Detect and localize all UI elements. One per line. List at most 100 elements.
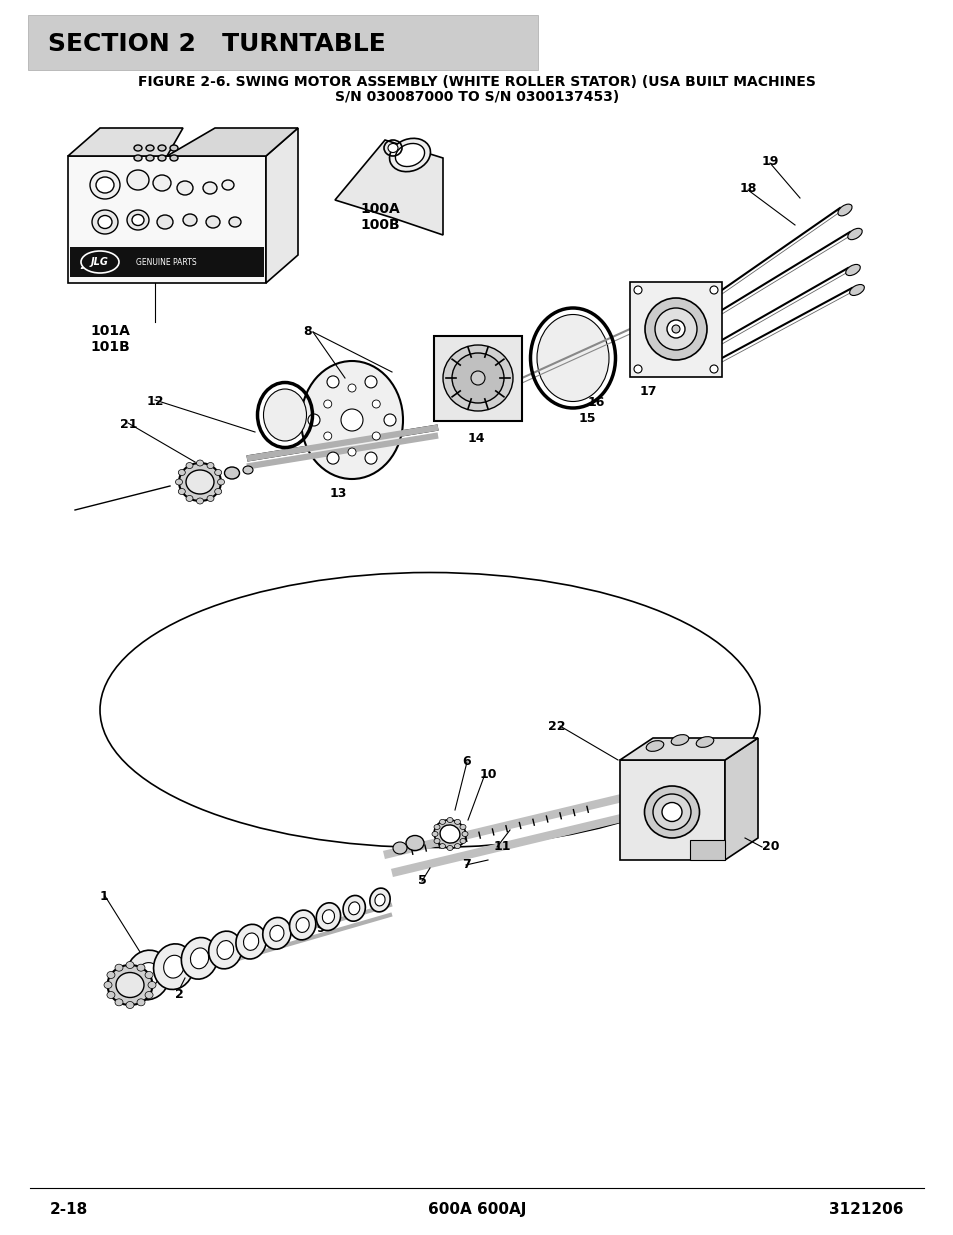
Text: 21: 21 — [120, 417, 137, 431]
Ellipse shape — [132, 215, 144, 226]
Ellipse shape — [372, 400, 380, 408]
Ellipse shape — [384, 414, 395, 426]
Ellipse shape — [447, 818, 453, 823]
Text: 12: 12 — [147, 395, 164, 408]
Text: FIGURE 2-6. SWING MOTOR ASSEMBLY (WHITE ROLLER STATOR) (USA BUILT MACHINES: FIGURE 2-6. SWING MOTOR ASSEMBLY (WHITE … — [138, 75, 815, 89]
Text: 6: 6 — [461, 755, 470, 768]
Ellipse shape — [263, 389, 306, 441]
Text: 19: 19 — [761, 156, 779, 168]
Ellipse shape — [348, 448, 355, 456]
Ellipse shape — [343, 895, 365, 921]
Ellipse shape — [452, 353, 503, 403]
Text: 18: 18 — [740, 182, 757, 195]
Ellipse shape — [126, 1002, 133, 1009]
Ellipse shape — [209, 931, 242, 968]
Ellipse shape — [471, 370, 484, 385]
Ellipse shape — [107, 972, 114, 978]
Bar — [619, 760, 724, 860]
Ellipse shape — [179, 463, 221, 501]
Ellipse shape — [327, 452, 338, 464]
Ellipse shape — [153, 944, 193, 989]
Ellipse shape — [145, 992, 152, 999]
Ellipse shape — [146, 156, 153, 161]
Ellipse shape — [671, 325, 679, 333]
Ellipse shape — [96, 177, 113, 193]
Ellipse shape — [158, 144, 166, 151]
Ellipse shape — [145, 972, 152, 978]
Ellipse shape — [655, 308, 697, 350]
Ellipse shape — [164, 955, 184, 978]
Ellipse shape — [137, 999, 145, 1005]
Ellipse shape — [100, 573, 760, 847]
Text: S/N 030087000 TO S/N 0300137453): S/N 030087000 TO S/N 0300137453) — [335, 90, 618, 104]
Ellipse shape — [372, 432, 380, 440]
Text: 9: 9 — [315, 923, 324, 935]
Ellipse shape — [207, 463, 213, 468]
Ellipse shape — [847, 228, 862, 240]
Ellipse shape — [116, 972, 144, 998]
Ellipse shape — [434, 820, 465, 848]
Ellipse shape — [178, 469, 185, 475]
Text: 8: 8 — [303, 325, 312, 338]
Text: 22: 22 — [547, 720, 565, 734]
Text: 20: 20 — [761, 840, 779, 853]
Ellipse shape — [365, 452, 376, 464]
Ellipse shape — [459, 839, 465, 844]
Text: JLG: JLG — [82, 254, 108, 269]
Ellipse shape — [270, 925, 284, 941]
Text: 17: 17 — [639, 385, 657, 398]
Polygon shape — [724, 739, 758, 860]
Ellipse shape — [191, 948, 209, 968]
Ellipse shape — [183, 214, 196, 226]
Ellipse shape — [81, 251, 119, 273]
Text: 11: 11 — [494, 840, 511, 853]
Ellipse shape — [115, 965, 123, 971]
Ellipse shape — [127, 210, 149, 230]
Polygon shape — [266, 128, 297, 283]
Ellipse shape — [406, 836, 423, 851]
Ellipse shape — [454, 819, 460, 825]
Ellipse shape — [91, 210, 118, 233]
Text: 7: 7 — [461, 858, 470, 871]
Ellipse shape — [644, 785, 699, 839]
Text: 2-18: 2-18 — [50, 1203, 89, 1218]
Ellipse shape — [439, 819, 445, 825]
Text: 3: 3 — [212, 950, 220, 963]
Text: JLG: JLG — [91, 257, 109, 267]
Polygon shape — [68, 128, 183, 156]
Ellipse shape — [439, 825, 459, 844]
Ellipse shape — [375, 894, 385, 906]
Text: 101B: 101B — [90, 340, 130, 354]
Ellipse shape — [370, 888, 390, 911]
Text: 3121206: 3121206 — [828, 1203, 903, 1218]
Ellipse shape — [126, 962, 133, 968]
Ellipse shape — [301, 361, 402, 479]
Ellipse shape — [365, 375, 376, 388]
Ellipse shape — [181, 937, 217, 979]
Bar — [689, 840, 724, 860]
Ellipse shape — [388, 143, 397, 152]
Polygon shape — [619, 739, 758, 760]
Ellipse shape — [137, 965, 145, 971]
Ellipse shape — [459, 825, 465, 830]
Ellipse shape — [107, 992, 114, 999]
Ellipse shape — [696, 736, 713, 747]
Ellipse shape — [170, 144, 178, 151]
Ellipse shape — [295, 918, 309, 932]
Text: GENUINE PARTS: GENUINE PARTS — [136, 258, 196, 267]
Ellipse shape — [203, 182, 216, 194]
Ellipse shape — [447, 846, 453, 851]
Text: 15: 15 — [578, 412, 596, 425]
Text: 101A: 101A — [90, 324, 130, 338]
Ellipse shape — [289, 910, 315, 940]
Text: SECTION 2   TURNTABLE: SECTION 2 TURNTABLE — [48, 32, 385, 56]
Text: 13: 13 — [330, 487, 347, 500]
Polygon shape — [335, 140, 442, 235]
Ellipse shape — [127, 170, 149, 190]
Ellipse shape — [146, 144, 153, 151]
Ellipse shape — [136, 962, 159, 988]
Ellipse shape — [243, 466, 253, 474]
Ellipse shape — [644, 298, 706, 359]
Ellipse shape — [108, 965, 152, 1005]
Ellipse shape — [214, 489, 221, 494]
